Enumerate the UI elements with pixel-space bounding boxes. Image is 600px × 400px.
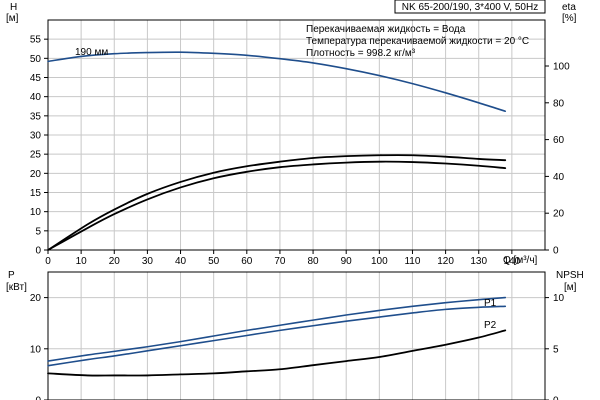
y-right-tick-label: 10 — [553, 293, 565, 304]
power-label: P — [8, 270, 15, 281]
y-right-tick-label: 20 — [553, 209, 565, 220]
info-line-density: Плотность = 998.2 кг/м³ — [306, 48, 416, 59]
series-line-0-2 — [47, 160, 507, 251]
lower-series — [47, 296, 507, 377]
series-line-0-1 — [47, 154, 507, 251]
x-tick-label: 130 — [470, 256, 487, 267]
npsh-unit: [м] — [564, 282, 577, 293]
lower-ticks: 0 10 20 0 5 10 — [30, 293, 565, 400]
y-left-tick-label: 15 — [30, 188, 42, 199]
upper-ticks: 0 10 20 30 40 50 60 70 80 90 100 110 120 130 140 0 5 10 15… — [30, 35, 570, 267]
lower-panel: 0 10 20 0 5 10 P [кВт] NPSH [м] P1 P2 — [6, 270, 584, 400]
series-line-1-1 — [47, 305, 507, 367]
series-label-head: 190 мм — [75, 47, 108, 58]
y-right-tick-label: 80 — [553, 98, 565, 109]
info-line-liquid: Перекачиваемая жидкость = Вода — [306, 24, 466, 35]
x-tick-label: 140 — [504, 256, 521, 267]
y-left-tick-label: 50 — [30, 54, 42, 65]
lower-grid — [48, 272, 545, 400]
title-box — [394, 0, 546, 14]
x-tick-label: 70 — [274, 256, 286, 267]
upper-panel: 0 10 20 30 40 50 60 70 80 90 100 110 120 130 140 0 5 10 15… — [6, 2, 577, 267]
x-tick-label: 0 — [45, 256, 51, 267]
y-left-label: H — [10, 2, 17, 13]
lower-plot-frame — [47, 271, 546, 400]
chart-title: NK 65-200/190, 3*400 V, 50Hz — [402, 2, 538, 13]
info-line-temperature: Температура перекачиваемой жидкости = 20… — [306, 36, 529, 47]
y-right-tick-label: 0 — [553, 396, 559, 400]
y-left-tick-label: 55 — [30, 35, 42, 46]
y-left-tick-label: 40 — [30, 92, 42, 103]
y-left-tick-label: 45 — [30, 73, 42, 84]
power-unit: [кВт] — [6, 282, 27, 293]
y-left-tick-label: 10 — [30, 344, 42, 355]
series-label-p2: P2 — [484, 320, 497, 331]
y-left-tick-label: 25 — [30, 150, 42, 161]
x-tick-label: 40 — [175, 256, 187, 267]
x-tick-label: 110 — [404, 256, 420, 267]
x-tick-label: 120 — [437, 256, 454, 267]
y-left-tick-label: 20 — [30, 293, 42, 304]
npsh-label: NPSH — [556, 270, 584, 281]
upper-series — [47, 51, 507, 251]
y-left-tick-label: 0 — [35, 246, 41, 257]
x-tick-label: 60 — [241, 256, 253, 267]
y-right-tick-label: 60 — [553, 135, 565, 146]
series-label-p1: P1 — [484, 298, 497, 309]
y-right-tick-label: 100 — [553, 62, 570, 73]
y-right-tick-label: 5 — [553, 344, 559, 355]
y-left-tick-label: 30 — [30, 131, 42, 142]
series-line-0-0 — [47, 51, 507, 113]
x-tick-label: 90 — [341, 256, 353, 267]
x-tick-label: 10 — [76, 256, 88, 267]
y-right-unit: [%] — [562, 13, 577, 24]
y-right-tick-label: 0 — [553, 246, 559, 257]
series-line-1-2 — [47, 329, 507, 377]
y-left-tick-label: 35 — [30, 111, 42, 122]
x-axis-label: Q [м³/ч] — [503, 255, 538, 266]
y-left-tick-label: 20 — [30, 169, 42, 180]
y-left-tick-label: 10 — [30, 207, 42, 218]
y-right-label: eta — [562, 2, 576, 13]
series-line-1-0 — [47, 296, 507, 362]
x-tick-label: 100 — [371, 256, 388, 267]
upper-grid — [48, 20, 545, 250]
x-tick-label: 80 — [308, 256, 320, 267]
y-left-tick-label: 0 — [35, 396, 41, 400]
y-right-tick-label: 40 — [553, 172, 565, 183]
y-left-unit: [м] — [6, 13, 19, 24]
x-tick-label: 20 — [109, 256, 121, 267]
x-tick-label: 50 — [208, 256, 220, 267]
y-left-tick-label: 5 — [35, 226, 41, 237]
x-tick-label: 30 — [142, 256, 154, 267]
